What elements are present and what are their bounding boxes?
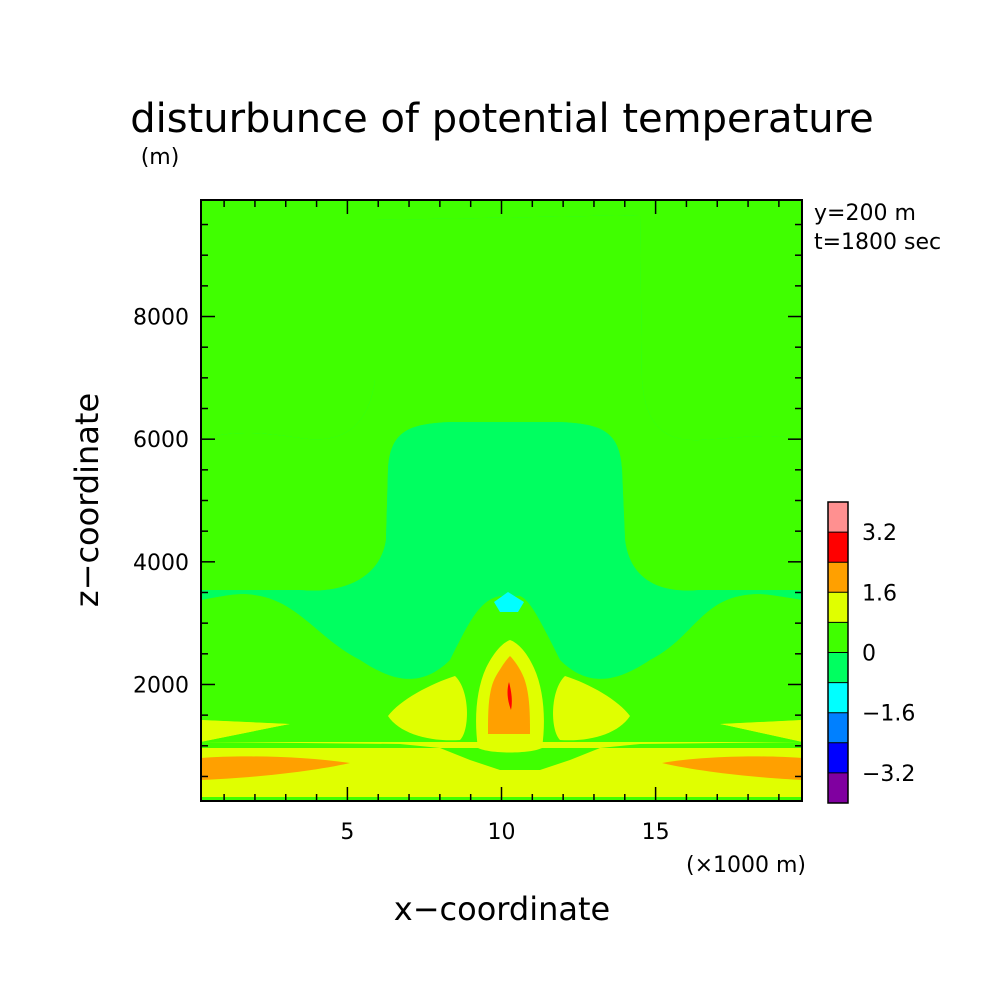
contour-region-right-wing (720, 720, 802, 740)
axis-tick-labels: 5 10 15 2000 4000 6000 8000 (133, 306, 670, 845)
colorbar-tick-label: 0 (862, 642, 876, 667)
x-tick-label: 15 (642, 820, 670, 845)
contour-region-central-column (201, 215, 643, 591)
colorbar: 3.2 1.6 0 −1.6 −3.2 (827, 501, 915, 804)
chart-title: disturbunce of potential temperature (130, 96, 874, 142)
x-unit-label: (×1000 m) (686, 853, 806, 878)
colorbar-swatch (828, 532, 848, 563)
colorbar-tick-label: −1.6 (862, 702, 915, 727)
y-unit-label: (m) (141, 145, 180, 170)
contour-region-central-peak (507, 682, 512, 710)
contour-region-left-orange (201, 756, 350, 780)
colorbar-swatch (828, 592, 848, 623)
contour-region-right-lobe (553, 676, 630, 741)
annotation-y: y=200 m (814, 201, 916, 226)
colorbar-tick-label: −3.2 (862, 762, 915, 787)
colorbar-swatch (828, 772, 848, 803)
y-tick-label: 8000 (133, 306, 189, 331)
y-tick-label: 2000 (133, 673, 189, 698)
contour-region-central-column-mirror (560, 380, 802, 591)
colorbar-swatch (828, 652, 848, 683)
colorbar-swatch (828, 622, 848, 653)
x-tick-label: 10 (488, 820, 516, 845)
x-axis-label: x−coordinate (394, 890, 610, 928)
y-tick-label: 4000 (133, 551, 189, 576)
colorbar-swatch (828, 502, 848, 533)
annotation-t: t=1800 sec (814, 230, 941, 255)
y-axis-label: z−coordinate (68, 393, 106, 607)
colorbar-tick-label: 1.6 (862, 581, 897, 606)
contour-region-upper-negative (201, 422, 802, 679)
colorbar-swatch (828, 712, 848, 743)
x-tick-label: 5 (340, 820, 354, 845)
colorbar-tick-label: 3.2 (862, 521, 897, 546)
contour-region-lower-positive (201, 594, 802, 690)
contour-region-lower-positive-strip (201, 742, 802, 770)
contour-region-left-wing (201, 720, 290, 740)
colorbar-swatch (828, 682, 848, 713)
axis-ticks (201, 200, 802, 801)
contour-region-right-orange (662, 756, 802, 780)
plot-area (201, 200, 802, 801)
contour-region-cold-anomaly (494, 592, 524, 612)
y-tick-label: 6000 (133, 428, 189, 453)
contour-region-left-lobe (388, 676, 467, 741)
colorbar-swatch (828, 562, 848, 593)
colorbar-swatch (828, 742, 848, 773)
